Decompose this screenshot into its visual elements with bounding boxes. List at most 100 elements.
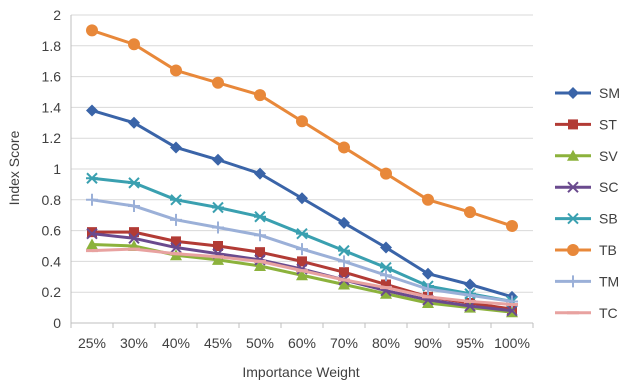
legend-item-sc: SC <box>555 179 618 195</box>
y-tick-label: 0.4 <box>42 253 62 269</box>
axes: 0 0.2 0.4 0.6 0.8 1 1.2 1.4 1.6 1.8 2 25% 30% 40% 45% 5… <box>42 7 534 351</box>
legend-marker <box>567 87 579 99</box>
series-tm <box>86 193 518 308</box>
data-point-tm <box>170 213 182 226</box>
gridlines <box>71 14 533 293</box>
legend-marker <box>568 119 578 130</box>
legend-label: SB <box>599 211 618 227</box>
data-point-sb <box>338 244 350 257</box>
x-tick-label: 30% <box>120 335 148 351</box>
data-point-tb <box>170 64 182 77</box>
legend-item-sb: SB <box>555 211 618 227</box>
data-point-sc <box>128 232 140 245</box>
x-tick-label: 70% <box>330 335 358 351</box>
legend-label: TM <box>599 273 619 289</box>
y-tick-label: 1.6 <box>42 69 62 85</box>
y-tick-label: 1 <box>53 161 61 177</box>
data-point-sm <box>464 278 476 291</box>
data-point-sv <box>296 269 308 281</box>
legend-label: SC <box>599 179 618 195</box>
data-point-tm <box>422 283 434 296</box>
data-point-sc <box>506 304 518 317</box>
legend-item-tm: TM <box>555 273 619 289</box>
data-point-tb <box>338 141 350 154</box>
data-point-sv <box>422 296 434 308</box>
x-tick-label: 45% <box>204 335 232 351</box>
data-point-tb <box>254 89 266 102</box>
data-point-tb <box>422 193 434 206</box>
data-point-st <box>213 241 223 251</box>
data-point-sb <box>212 201 224 214</box>
y-tick-label: 1.2 <box>42 130 62 146</box>
x-tick-label: 60% <box>288 335 316 351</box>
data-point-tm <box>254 229 266 242</box>
data-point-tm <box>212 221 224 234</box>
legend-item-st: ST <box>555 116 617 132</box>
data-point-tm <box>86 193 98 206</box>
data-point-sm <box>212 153 224 166</box>
data-point-sm <box>86 104 98 117</box>
data-point-sb <box>128 177 140 189</box>
data-point-sm <box>254 167 266 180</box>
legend-marker <box>567 212 579 225</box>
x-tick-label: 40% <box>162 335 190 351</box>
data-point-sv <box>380 287 392 299</box>
data-point-sb <box>170 194 182 206</box>
x-tick-label: 100% <box>494 335 530 351</box>
legend-marker <box>567 181 579 193</box>
data-point-sv <box>338 278 350 290</box>
legend-marker <box>567 275 579 288</box>
series-tb <box>86 24 518 232</box>
data-point-st <box>297 256 307 267</box>
data-point-st <box>339 267 349 278</box>
x-axis-title: Importance Weight <box>242 364 359 380</box>
y-tick-label: 0.2 <box>42 284 62 300</box>
data-point-st <box>87 227 97 238</box>
series-group <box>86 24 518 318</box>
data-point-tm <box>380 269 392 282</box>
data-point-st <box>381 279 391 290</box>
y-tick-label: 1.4 <box>42 99 62 115</box>
data-point-st <box>129 227 139 238</box>
legend-label: ST <box>599 116 617 132</box>
data-point-sm <box>422 267 434 280</box>
data-point-tb <box>128 38 140 51</box>
data-point-sb <box>254 211 266 223</box>
data-point-st <box>171 236 181 247</box>
y-tick-label: 0.6 <box>42 223 62 239</box>
data-point-tb <box>506 219 518 232</box>
data-point-sm <box>170 141 182 154</box>
data-point-tb <box>212 76 224 89</box>
data-point-sc <box>86 227 98 240</box>
data-point-sv <box>254 260 266 272</box>
y-tick-label: 2 <box>53 7 61 23</box>
legend-item-sv: SV <box>555 148 618 164</box>
x-tick-label: 95% <box>456 335 484 351</box>
legend-label: TB <box>599 242 617 258</box>
legend-label: SM <box>599 85 620 101</box>
series-tc <box>86 247 518 307</box>
y-tick-label: 0.8 <box>42 192 62 208</box>
data-point-sb <box>296 227 308 240</box>
data-point-sv <box>86 238 98 250</box>
y-axis-title: Index Score <box>6 130 22 205</box>
legend-label: TC <box>599 305 618 321</box>
x-tick-label: 50% <box>246 335 274 351</box>
data-point-sv <box>212 253 224 265</box>
y-tick-label: 0 <box>53 315 61 331</box>
data-point-sm <box>338 216 350 229</box>
legend-item-sm: SM <box>555 85 620 101</box>
legend-item-tb: TB <box>555 242 617 258</box>
data-point-sb <box>380 261 392 274</box>
data-point-sm <box>380 241 392 254</box>
series-sb <box>86 172 518 308</box>
data-point-tb <box>380 167 392 180</box>
data-point-tm <box>464 289 476 302</box>
data-point-st <box>255 247 265 258</box>
legend-marker <box>567 149 579 161</box>
data-point-sb <box>86 172 98 184</box>
data-point-sm <box>296 192 308 205</box>
data-point-tm <box>338 255 350 268</box>
